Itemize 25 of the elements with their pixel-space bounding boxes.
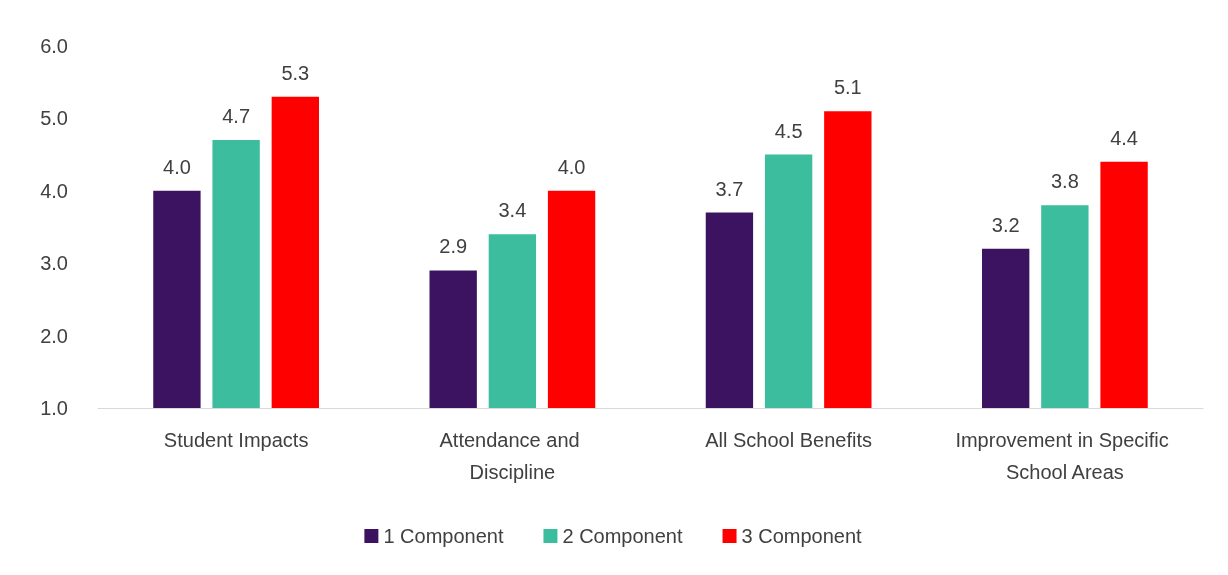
legend-label: 3 Component: [741, 525, 863, 547]
y-tick-label: 4.0: [40, 179, 68, 202]
data-label: 4.0: [163, 155, 191, 178]
data-label: 3.2: [991, 213, 1020, 236]
data-label: 5.1: [833, 76, 862, 99]
y-tick-label: 5.0: [40, 107, 68, 130]
data-label: 3.8: [1050, 170, 1079, 193]
data-label: 4.5: [774, 119, 803, 142]
x-tick-label: Improvement in Specific School Areas: [955, 429, 1175, 483]
data-label: 4.4: [1110, 126, 1138, 149]
data-label: 5.3: [281, 61, 310, 84]
x-tick-label: All School Benefits: [705, 429, 873, 451]
y-tick-label: 6.0: [40, 35, 68, 57]
data-label: 3.7: [715, 177, 744, 200]
x-tick-label: Attendance and Discipline: [439, 429, 586, 483]
x-tick-label: Student Impacts: [163, 429, 309, 451]
data-label: 4.0: [557, 155, 586, 178]
data-label: 3.4: [498, 199, 527, 222]
y-tick-label: 2.0: [40, 324, 68, 347]
data-label: 2.9: [439, 235, 468, 258]
y-tick-label: 1.0: [40, 397, 68, 419]
legend-label: 2 Component: [562, 525, 683, 547]
data-label: 4.7: [222, 105, 251, 128]
legend-label: 1 Component: [383, 525, 504, 547]
y-tick-label: 3.0: [40, 252, 68, 275]
